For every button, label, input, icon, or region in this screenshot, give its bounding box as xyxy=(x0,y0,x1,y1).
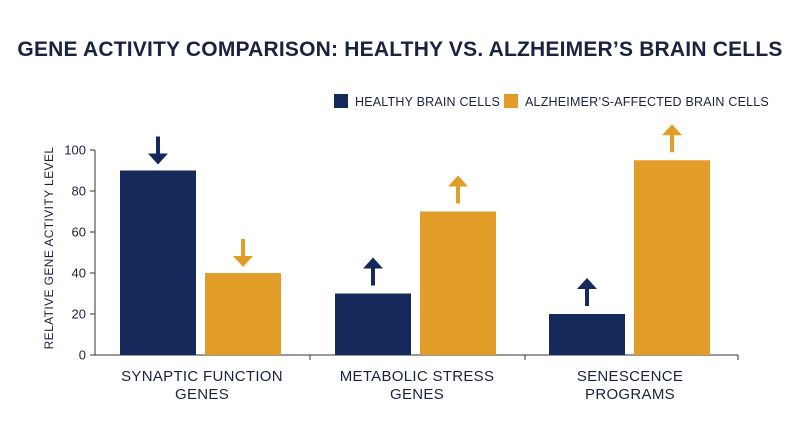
arrow-up-icon xyxy=(448,175,468,204)
y-tick-label: 40 xyxy=(72,266,86,281)
y-tick-label: 0 xyxy=(79,348,86,363)
y-tick-label: 20 xyxy=(72,307,86,322)
category-label: PROGRAMS xyxy=(585,386,675,403)
legend-label-alzheimers: ALZHEIMER’S-AFFECTED BRAIN CELLS xyxy=(525,95,769,109)
legend: HEALTHY BRAIN CELLS ALZHEIMER’S-AFFECTED… xyxy=(334,94,769,109)
category-label: GENES xyxy=(175,386,229,403)
bars xyxy=(120,160,710,355)
y-tick-label: 60 xyxy=(72,225,86,240)
bar-alzheimers xyxy=(205,273,281,355)
bar-healthy xyxy=(120,170,196,355)
arrow-down-icon xyxy=(233,239,253,267)
y-tick-label: 80 xyxy=(72,184,86,199)
y-axis-label: RELATIVE GENE ACTIVITY LEVEL xyxy=(42,147,56,350)
arrow-down-icon xyxy=(148,136,168,165)
y-axis: 0 20 40 60 80 100 xyxy=(64,143,96,363)
arrow-up-icon xyxy=(662,124,682,153)
trend-arrows xyxy=(148,124,682,306)
bar-alzheimers xyxy=(420,211,496,355)
bar-healthy xyxy=(335,293,411,355)
legend-swatch-healthy xyxy=(334,94,348,108)
category-label: SENESCENCE xyxy=(577,368,683,385)
x-axis xyxy=(95,354,739,360)
bar-alzheimers xyxy=(634,160,710,355)
category-label: SYNAPTIC FUNCTION xyxy=(121,368,283,385)
arrow-up-icon xyxy=(577,278,597,306)
chart-title: GENE ACTIVITY COMPARISON: HEALTHY VS. AL… xyxy=(17,38,782,61)
bar-healthy xyxy=(549,314,625,355)
arrow-up-icon xyxy=(363,257,383,286)
legend-label-healthy: HEALTHY BRAIN CELLS xyxy=(355,95,500,109)
y-tick-label: 100 xyxy=(64,143,86,158)
category-label: GENES xyxy=(390,386,444,403)
legend-swatch-alzheimers xyxy=(504,94,518,108)
category-label: METABOLIC STRESS xyxy=(340,368,495,385)
